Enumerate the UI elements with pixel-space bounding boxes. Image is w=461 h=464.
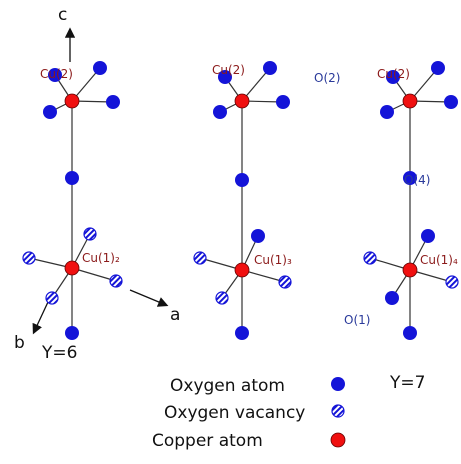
axis-label: b bbox=[14, 333, 25, 353]
axes-arrows bbox=[32, 27, 169, 335]
atom-label: Cu(2) bbox=[377, 67, 410, 81]
legend-label: Copper atom bbox=[152, 431, 263, 451]
atom-label: O(4) bbox=[404, 173, 430, 187]
atom-label: O(1) bbox=[344, 313, 370, 327]
labels: c a b Cu(2) Cu(1)₂ Y=6 Cu(2) Cu(1)₃ Cu(2… bbox=[14, 5, 458, 393]
atom-label: Cu(2) bbox=[212, 63, 245, 77]
atom-label: Cu(2) bbox=[40, 67, 73, 81]
legend-label: Oxygen vacancy bbox=[164, 403, 305, 423]
panel-label: Y=7 bbox=[389, 373, 425, 393]
atom-label: Cu(1)₄ bbox=[420, 253, 458, 267]
panel-label: Y=6 bbox=[41, 343, 77, 363]
axis-label: a bbox=[170, 305, 180, 325]
axis-label: c bbox=[58, 5, 67, 25]
atom-label: O(2) bbox=[314, 71, 340, 85]
legend: Oxygen atom Oxygen vacancy Copper atom bbox=[152, 376, 346, 451]
legend-label: Oxygen atom bbox=[170, 376, 285, 396]
atom-label: Cu(1)₂ bbox=[82, 251, 120, 265]
atom-label: Cu(1)₃ bbox=[254, 253, 292, 267]
atoms bbox=[22, 61, 459, 340]
